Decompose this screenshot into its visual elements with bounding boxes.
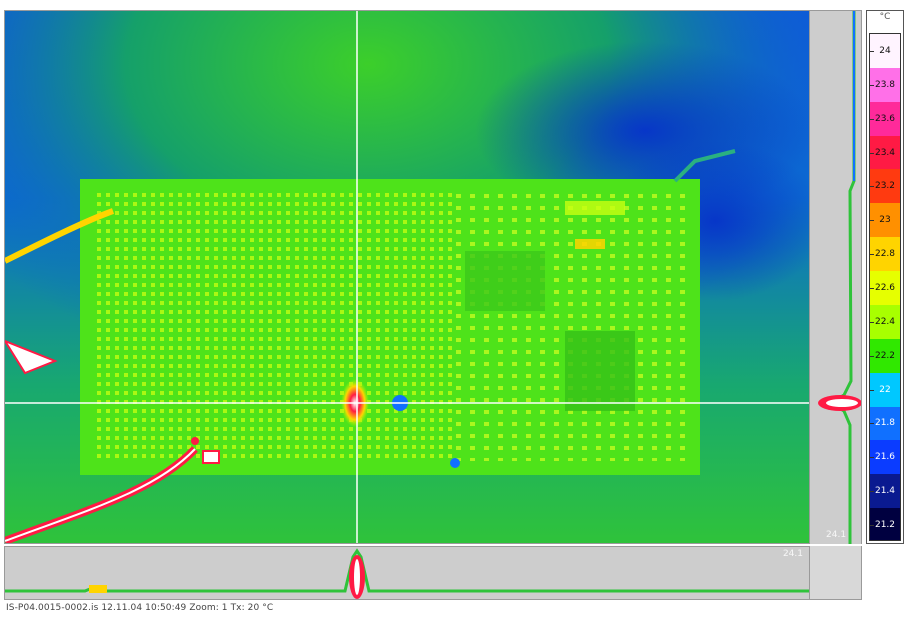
color-scale-bar: 24 23.8 23.6 23.4 23.2 23 22.8 22.6 22.4 22.2 22 21… xyxy=(869,33,901,541)
scale-tick xyxy=(870,254,874,256)
scale-tick xyxy=(870,152,874,154)
scale-label-10: 22 xyxy=(870,372,900,407)
scale-label-7: 22.6 xyxy=(870,271,900,305)
horizontal-profile-label: 24.1 xyxy=(782,549,803,559)
scale-label-5: 23 xyxy=(870,203,900,238)
horizontal-profile-plot xyxy=(5,548,809,599)
scale-label-12: 21.6 xyxy=(870,440,900,475)
scale-tick xyxy=(870,355,874,357)
scale-label-0: 24 xyxy=(870,34,900,68)
scale-label-6: 22.8 xyxy=(870,237,900,272)
status-line: IS-P04.0015-0002.is 12.11.04 10:50:49 Zo… xyxy=(6,603,274,613)
scale-tick xyxy=(870,423,874,425)
scale-tick xyxy=(870,457,874,459)
scale-tick xyxy=(870,220,874,222)
scale-label-1: 23.8 xyxy=(870,67,900,102)
scale-tick xyxy=(870,288,874,289)
scale-tick xyxy=(870,389,874,391)
scale-label-14: 21.2 xyxy=(870,508,900,540)
scale-label-3: 23.4 xyxy=(870,135,900,170)
scale-tick xyxy=(870,525,874,527)
profile-corner xyxy=(810,546,862,600)
scale-tick xyxy=(870,321,874,323)
scale-label-4: 23.2 xyxy=(870,169,900,204)
thermal-image-view[interactable] xyxy=(4,10,810,544)
vertical-profile-label: 24.1 xyxy=(826,530,847,540)
thermal-image xyxy=(5,11,809,543)
scale-label-2: 23.6 xyxy=(870,101,900,136)
temperature-scale: °C 24 23.8 23.6 23.4 23.2 23 22.8 22.6 22.4 22.2 2… xyxy=(866,10,904,544)
scale-label-9: 22.2 xyxy=(870,338,900,373)
vertical-temperature-profile: 24.1 xyxy=(810,10,862,544)
vertical-profile-plot xyxy=(818,11,861,544)
scale-unit-label: °C xyxy=(879,12,891,22)
scale-label-8: 22.4 xyxy=(870,304,900,339)
scale-tick xyxy=(870,491,874,493)
scale-label-13: 21.4 xyxy=(870,474,900,509)
scale-tick xyxy=(870,186,874,188)
scale-label-11: 21.8 xyxy=(870,406,900,441)
scale-tick xyxy=(870,118,874,120)
scale-tick xyxy=(870,50,874,52)
horizontal-temperature-profile: 24.1 xyxy=(4,546,810,600)
scale-tick xyxy=(870,84,874,86)
